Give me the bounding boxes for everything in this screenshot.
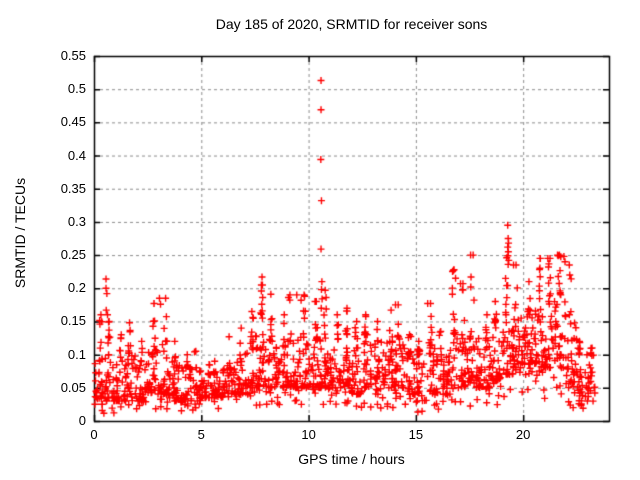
y-tick-label: 0.45 bbox=[60, 114, 86, 130]
y-tick-label: 0.55 bbox=[60, 48, 86, 63]
y-tick-label: 0.4 bbox=[67, 147, 86, 163]
y-tick-label: 0.3 bbox=[67, 213, 86, 229]
y-tick-label: 0.15 bbox=[60, 313, 86, 329]
x-tick-label: 20 bbox=[515, 427, 531, 442]
y-tick-label: 0.25 bbox=[60, 247, 86, 263]
y-tick-label: 0 bbox=[78, 413, 86, 428]
x-tick-label: 15 bbox=[408, 427, 424, 442]
y-tick-label: 0.2 bbox=[67, 280, 86, 296]
y-axis-label: SRMTID / TECUs bbox=[12, 177, 28, 289]
x-tick-label: 10 bbox=[301, 427, 316, 442]
y-tick-label: 0.1 bbox=[67, 346, 86, 362]
y-tick-label: 0.5 bbox=[67, 81, 86, 97]
x-axis-label: GPS time / hours bbox=[298, 451, 405, 467]
x-tick-label: 5 bbox=[197, 427, 205, 442]
y-tick-label: 0.05 bbox=[60, 379, 86, 395]
x-tick-label: 0 bbox=[90, 427, 98, 442]
y-tick-label: 0.35 bbox=[60, 180, 86, 196]
